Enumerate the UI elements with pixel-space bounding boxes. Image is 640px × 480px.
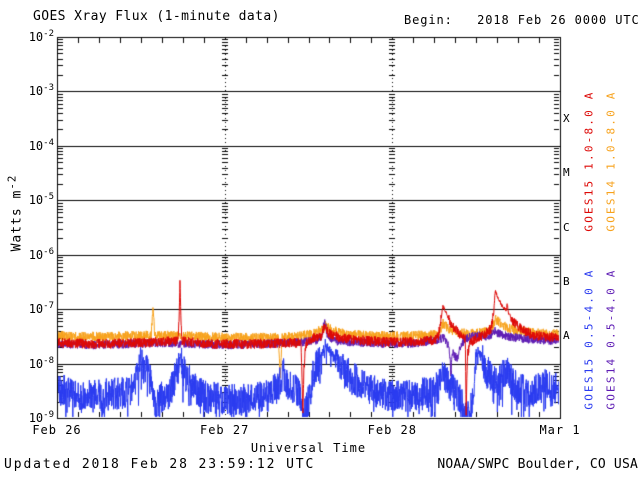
flare-class-letter: M (563, 166, 570, 180)
updated-timestamp: Updated 2018 Feb 28 23:59:12 UTC (4, 457, 316, 472)
flare-class-letter: A (563, 329, 570, 343)
y-tick-label: 10-5 (28, 192, 54, 208)
x-tick-label: Feb 28 (367, 423, 417, 437)
legend-entry: GOES14 1.0-8.0 A (604, 90, 618, 232)
legend-entry: GOES14 0.5-4.0 A (604, 268, 618, 410)
begin-timestamp: Begin: 2018 Feb 26 0000 UTC (404, 13, 640, 27)
source-attribution: NOAA/SWPC Boulder, CO USA (437, 457, 638, 472)
flare-class-letter: X (563, 111, 570, 125)
x-tick-label: Feb 27 (199, 423, 250, 437)
y-tick-label: 10-9 (28, 410, 54, 426)
y-tick-label: 10-8 (28, 355, 54, 371)
y-tick-label: 10-6 (28, 246, 54, 262)
flare-class-letter: B (563, 274, 570, 288)
x-tick-label: Mar 1 (539, 423, 581, 437)
y-tick-label: 10-4 (28, 137, 54, 153)
chart-title: GOES Xray Flux (1-minute data) (33, 9, 280, 24)
legend-entry: GOES15 0.5-4.0 A (582, 268, 596, 410)
legend-entry: GOES15 1.0-8.0 A (582, 90, 596, 232)
y-tick-label: 10-2 (28, 29, 54, 45)
x-tick-label: Feb 26 (32, 423, 82, 437)
y-tick-label: 10-3 (28, 83, 54, 99)
x-axis-label: Universal Time (250, 441, 367, 455)
y-axis-label: Watts m-2 (5, 175, 24, 252)
y-axis-label-exponent: -2 (5, 174, 19, 190)
y-tick-label: 10-7 (28, 301, 54, 317)
flare-class-letter: C (563, 220, 570, 234)
